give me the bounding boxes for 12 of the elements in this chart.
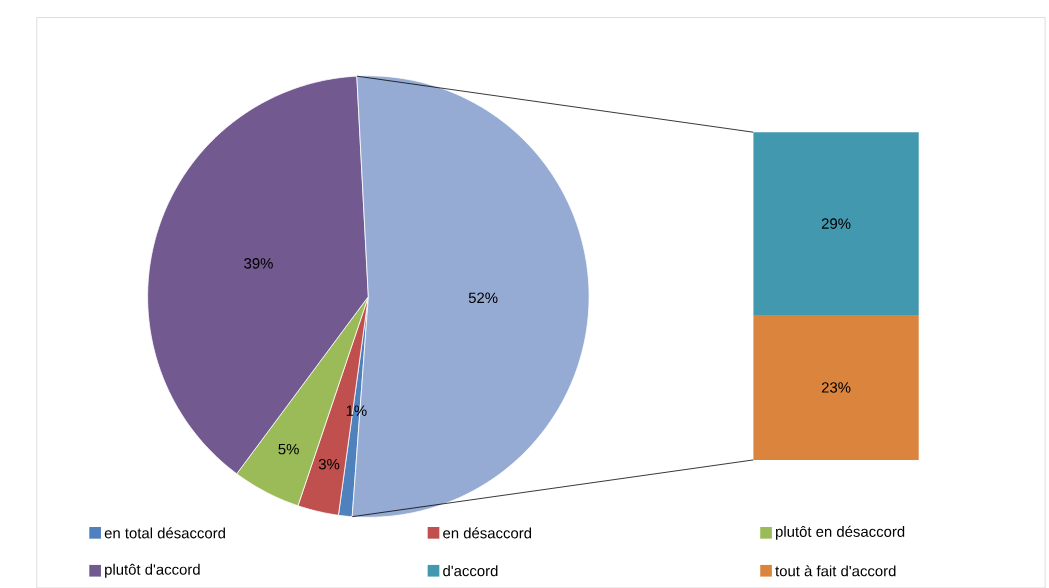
legend-label: en total désaccord: [104, 527, 225, 539]
legend-label: d'accord: [443, 565, 498, 577]
legend-label: tout à fait d'accord: [775, 565, 896, 577]
data-label: 3%: [318, 458, 340, 470]
data-label: 39%: [244, 257, 273, 269]
data-label: 29%: [821, 218, 851, 229]
legend-label: plutôt d'accord: [105, 563, 200, 578]
data-label: 52%: [468, 292, 498, 303]
legend-label: en désaccord: [443, 527, 532, 539]
legend-label: plutôt en désaccord: [776, 525, 905, 540]
data-label: 5%: [278, 443, 299, 455]
data-label: 23%: [821, 382, 851, 393]
